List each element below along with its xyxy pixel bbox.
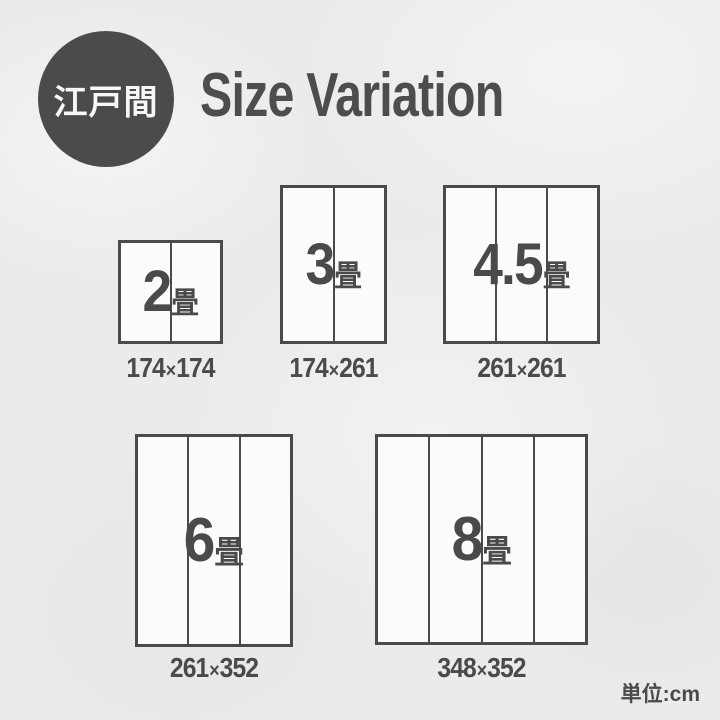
mat-4-5jo: 4.5 畳 [443, 185, 600, 344]
mat-dimensions: 174×174 [124, 352, 216, 384]
tatami-panel [283, 188, 333, 341]
mat-8jo: 8 畳 [375, 434, 588, 645]
mat-dimensions: 261×352 [144, 652, 283, 684]
tatami-panel [428, 437, 480, 642]
edoma-badge-label: 江戸間 [53, 83, 159, 122]
tatami-panels [121, 243, 220, 341]
edoma-badge: 江戸間 [38, 31, 174, 167]
tatami-panel [169, 243, 221, 341]
dimension-separator: × [328, 360, 339, 382]
dimension-separator: × [209, 660, 219, 682]
tatami-panels [378, 437, 585, 642]
mat-dimensions: 174×261 [286, 352, 380, 384]
dimension-separator: × [165, 360, 176, 382]
dimension-height: 261 [527, 352, 566, 383]
tatami-panel [238, 437, 290, 644]
dimension-height: 261 [339, 352, 378, 383]
tatami-panels [138, 437, 290, 644]
mat-3jo: 3 畳 [280, 185, 387, 344]
dimension-width: 174 [289, 352, 328, 383]
dimension-width: 348 [437, 652, 476, 683]
dimension-separator: × [476, 660, 487, 682]
tatami-panels [446, 188, 597, 341]
tatami-panel [495, 188, 546, 341]
mat-6jo: 6 畳 [135, 434, 293, 647]
tatami-panel [446, 188, 495, 341]
tatami-panel [121, 243, 170, 341]
mat-dimensions: 261×261 [452, 352, 590, 384]
tatami-panel [546, 188, 597, 341]
tatami-panel [480, 437, 533, 642]
tatami-panel [378, 437, 428, 642]
mat-2jo: 2 畳 [118, 240, 223, 344]
tatami-panel [187, 437, 238, 644]
tatami-panel [138, 437, 187, 644]
tatami-panels [283, 188, 384, 341]
tatami-panel [332, 188, 385, 341]
dimension-separator: × [516, 360, 527, 382]
mat-dimensions: 348×352 [388, 652, 575, 684]
dimension-height: 352 [219, 652, 259, 683]
dimension-height: 352 [487, 652, 526, 683]
page-title: Size Variation [200, 61, 504, 130]
dimension-width: 261 [169, 652, 209, 683]
unit-note: 単位:cm [620, 683, 700, 706]
dimension-width: 174 [126, 352, 165, 383]
tatami-panel [532, 437, 585, 642]
dimension-height: 174 [176, 352, 215, 383]
dimension-width: 261 [477, 352, 516, 383]
